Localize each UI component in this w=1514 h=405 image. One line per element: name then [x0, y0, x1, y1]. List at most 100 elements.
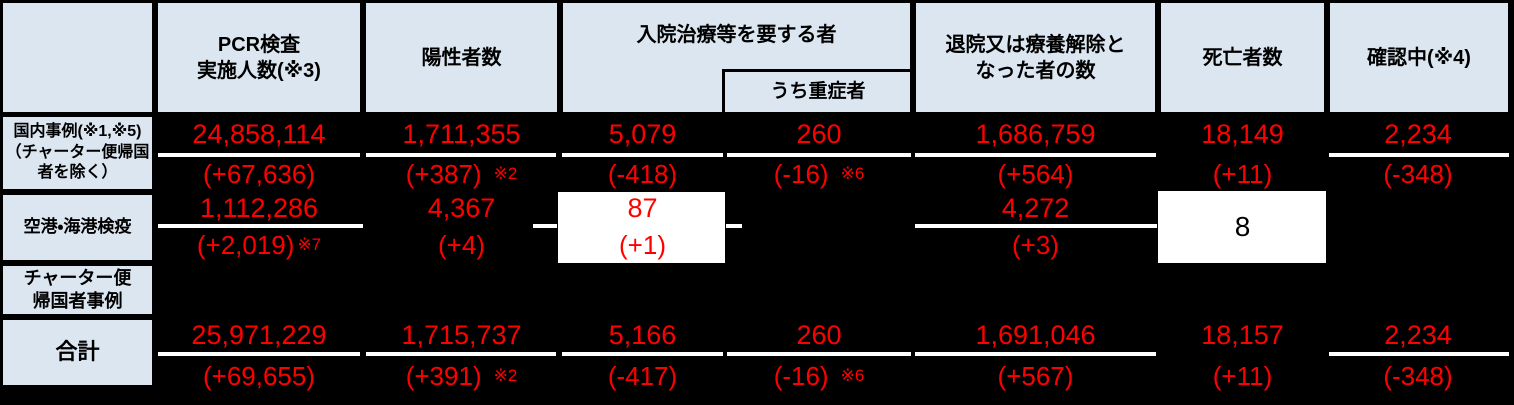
- delta-hospital-domestic: (-418): [560, 157, 725, 191]
- value-pcr-total: 25,971,229: [191, 319, 327, 350]
- delta-text: (+4): [438, 229, 485, 260]
- delta-text: (-16): [773, 360, 829, 391]
- row-label-total: 合計: [55, 339, 100, 365]
- delta-pcr-quarantine: (+2,019) ※7: [155, 229, 363, 261]
- value-pcr-domestic: 24,858,114: [192, 119, 326, 149]
- header-cell-positive: [366, 3, 557, 112]
- separator-line: [562, 153, 723, 157]
- separator-line: [726, 224, 742, 228]
- separator-line: [1329, 153, 1509, 157]
- row-header-domestic: [3, 117, 152, 189]
- header-label-confirming: 確認中(※4): [1367, 46, 1471, 69]
- value-discharged-domestic: 1,686,759: [975, 119, 1096, 149]
- row-label-charter: チャーター便 帰国者事例: [23, 267, 132, 311]
- delta-discharged-total: (+567): [913, 356, 1158, 396]
- delta-severe-total: (-16) ※6: [725, 356, 913, 396]
- severe-subheader-left-border: [722, 69, 725, 112]
- header-label-needing-treatment: 入院治療等を要する者: [636, 24, 837, 46]
- header-label-positive: 陽性者数: [421, 46, 502, 69]
- delta-deaths-domestic: (+11): [1158, 157, 1327, 191]
- value-positive-domestic: 1,711,355: [402, 119, 521, 149]
- delta-text: (+1): [619, 229, 666, 260]
- delta-text: (-16): [773, 158, 829, 189]
- value-discharged-total: 1,691,046: [975, 319, 1096, 350]
- footnote-marker: ※2: [493, 164, 518, 183]
- separator-line: [1329, 352, 1509, 356]
- header-cell-pcr: [158, 3, 360, 112]
- separator-line: [533, 224, 557, 228]
- separator-line: [727, 153, 911, 157]
- value-discharged-quarantine: 4,272: [1001, 193, 1070, 223]
- header-label-discharged: 退院又は療養解除と なった者の数: [945, 33, 1126, 82]
- highlight-box-hospital-quarantine: [558, 192, 725, 263]
- separator-line: [562, 352, 723, 356]
- separator-line: [158, 224, 363, 228]
- delta-text: (+11): [1212, 360, 1273, 391]
- separator-line: [727, 352, 911, 356]
- severe-subheader-top-border: [722, 69, 910, 72]
- delta-text: (-418): [607, 158, 678, 189]
- delta-text: (-348): [1383, 360, 1453, 391]
- value-confirming-domestic: 2,234: [1384, 119, 1452, 149]
- value-positive-total: 1,715,737: [401, 319, 522, 350]
- delta-pcr-total: (+69,655): [155, 356, 363, 396]
- separator-line: [366, 352, 556, 356]
- separator-line: [158, 352, 360, 356]
- delta-positive-total: (+391) ※2: [363, 356, 560, 396]
- delta-deaths-total: (+11): [1158, 356, 1327, 396]
- value-deaths-domestic: 18,149: [1201, 119, 1284, 149]
- value-confirming-total: 2,234: [1384, 319, 1452, 350]
- separator-line: [366, 153, 556, 157]
- value-deaths-quarantine: 8: [1234, 211, 1251, 242]
- delta-text: (+67,636): [202, 158, 316, 189]
- delta-text: (+387): [405, 158, 482, 189]
- separator-line: [915, 224, 1157, 228]
- value-hospital-total: 5,166: [608, 319, 677, 350]
- row-label-quarantine: 空港・海港検疫: [23, 217, 132, 237]
- header-label-severe: うち重症者: [770, 80, 866, 102]
- delta-text: (+3): [1012, 229, 1059, 260]
- value-severe-total: 260: [796, 319, 842, 350]
- separator-line: [915, 352, 1156, 356]
- separator-line: [915, 153, 1156, 157]
- delta-text: (+11): [1212, 158, 1273, 189]
- row-header-charter: [3, 266, 152, 314]
- header-cell-needing-treatment: [563, 3, 910, 112]
- delta-pcr-domestic: (+67,636): [155, 157, 363, 191]
- row-label-domestic: 国内事例(※1,※5) （チャーター便帰国 者を除く）: [5, 122, 150, 182]
- footnote-marker: ※6: [840, 164, 865, 183]
- delta-text: (+2,019): [196, 229, 295, 260]
- row-header-quarantine: [3, 195, 152, 260]
- delta-text: (+69,655): [202, 360, 316, 391]
- footnote-marker: ※6: [840, 366, 865, 385]
- header-label-pcr: PCR検査 実施人数(※3): [197, 33, 321, 82]
- header-cell-confirming: [1330, 3, 1508, 112]
- header-cell-deaths: [1161, 3, 1324, 112]
- highlight-box-deaths-quarantine: [1158, 191, 1326, 263]
- value-positive-quarantine: 4,367: [427, 193, 496, 223]
- delta-positive-quarantine: (+4): [363, 229, 560, 261]
- value-deaths-total: 18,157: [1201, 319, 1284, 350]
- delta-confirming-domestic: (-348): [1327, 157, 1509, 191]
- value-pcr-quarantine: 1,112,286: [199, 193, 319, 223]
- header-label-deaths: 死亡者数: [1202, 46, 1283, 69]
- row-header-total: [3, 320, 152, 385]
- delta-positive-domestic: (+387) ※2: [363, 157, 560, 191]
- delta-discharged-quarantine: (+3): [913, 229, 1158, 261]
- value-severe-domestic: 260: [796, 119, 842, 149]
- value-hospital-quarantine: 87: [627, 193, 658, 223]
- delta-text: (+567): [997, 360, 1074, 391]
- delta-discharged-domestic: (+564): [913, 157, 1158, 191]
- header-cell-discharged: [916, 3, 1155, 112]
- delta-text: (+391): [405, 360, 482, 391]
- footnote-marker: ※7: [297, 235, 322, 254]
- delta-hospital-quarantine: (+1): [560, 229, 725, 261]
- delta-confirming-total: (-348): [1327, 356, 1509, 396]
- footnote-marker: ※2: [493, 366, 518, 385]
- delta-text: (-348): [1383, 158, 1453, 189]
- delta-hospital-total: (-417): [560, 356, 725, 396]
- delta-text: (-417): [607, 360, 678, 391]
- corner-cell: [3, 3, 152, 112]
- delta-text: (+564): [997, 158, 1074, 189]
